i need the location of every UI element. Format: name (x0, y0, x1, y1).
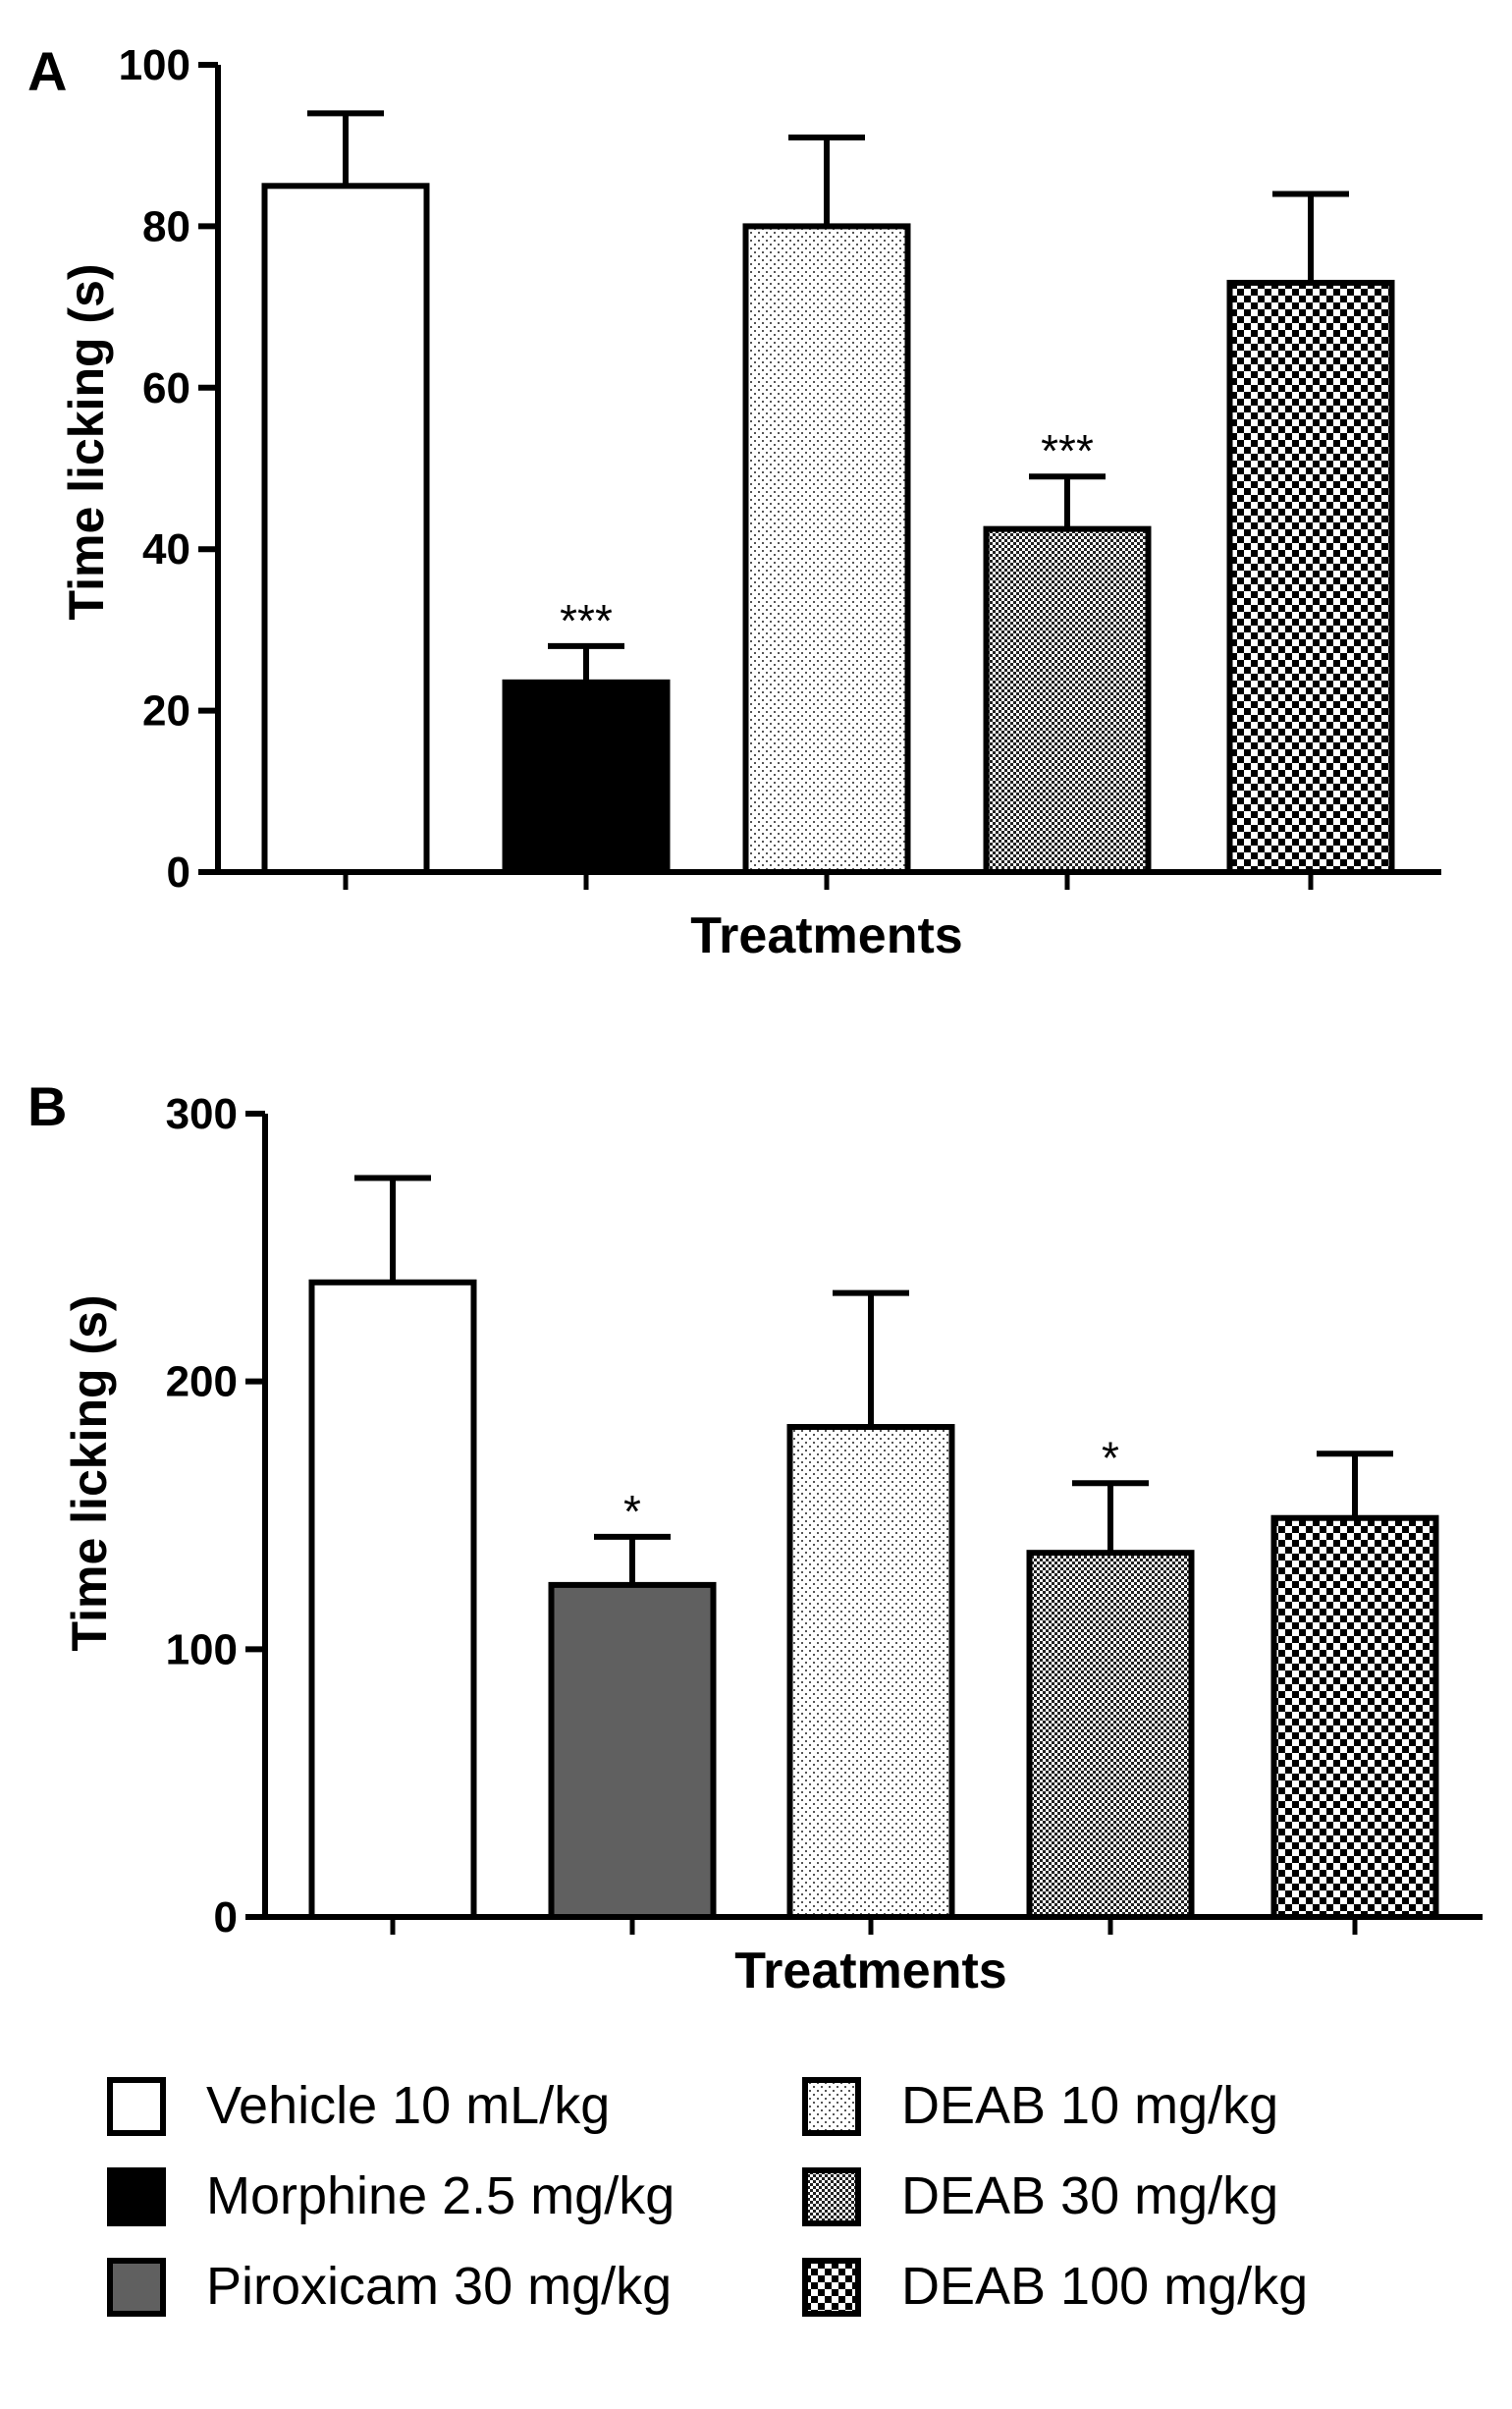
legend-label: Morphine 2.5 mg/kg (206, 2166, 675, 2225)
legend-item-deab-10-mg-kg: DEAB 10 mg/kg (802, 2076, 1278, 2136)
bar-deab-10-mg-kg (786, 1424, 955, 1921)
legend-label: DEAB 10 mg/kg (901, 2076, 1278, 2135)
panel-b: B Time licking (s) Treatments 0 100 200 300… (27, 1075, 1483, 1999)
panel-a: A Time licking (s) Treatments 0 20 40 60 80 1… (27, 40, 1441, 964)
significance-label: *** (560, 595, 613, 646)
legend-swatch (107, 2077, 166, 2136)
legend-item-morphine-2-5-mg-kg: Morphine 2.5 mg/kg (107, 2166, 675, 2226)
y-axis-title: Time licking (s) (62, 1294, 117, 1651)
x-axis-title: Treatments (734, 1943, 1006, 1999)
y-tick-label: 80 (142, 202, 190, 250)
bar-vehicle-10-ml-kg (308, 1279, 477, 1920)
y-axis-ticks: 0 20 40 60 80 100 (119, 41, 218, 897)
legend-swatch (107, 2167, 166, 2226)
bar-morphine-2-5-mg-kg (502, 679, 671, 876)
legend-label: Vehicle 10 mL/kg (206, 2076, 610, 2135)
y-tick-label: 40 (142, 525, 190, 574)
legend-item-vehicle-10-ml-kg: Vehicle 10 mL/kg (107, 2076, 610, 2136)
bar-deab-100-mg-kg (1226, 279, 1395, 875)
bar-deab-100-mg-kg (1270, 1514, 1439, 1921)
y-tick-label: 100 (119, 41, 190, 89)
legend-swatch (802, 2167, 861, 2226)
legend-label: Piroxicam 30 mg/kg (206, 2257, 672, 2316)
y-tick-label: 200 (166, 1358, 238, 1406)
significance-label: * (1102, 1432, 1119, 1483)
bar-vehicle-10-ml-kg (261, 183, 430, 876)
x-axis-title: Treatments (690, 907, 962, 964)
bars: *** *** (261, 110, 1395, 876)
panel-label: B (27, 1075, 67, 1137)
bar-piroxicam-30-mg-kg (548, 1581, 717, 1920)
legend-item-deab-30-mg-kg: DEAB 30 mg/kg (802, 2166, 1278, 2226)
y-tick-label: 60 (142, 364, 190, 412)
legend-label: DEAB 100 mg/kg (901, 2257, 1308, 2316)
significance-label: *** (1041, 425, 1094, 476)
y-tick-label: 20 (142, 687, 190, 736)
y-axis-ticks: 0 100 200 300 (166, 1090, 265, 1942)
legend-item-deab-100-mg-kg: DEAB 100 mg/kg (802, 2257, 1308, 2317)
legend-item-piroxicam-30-mg-kg: Piroxicam 30 mg/kg (107, 2257, 672, 2317)
legend-swatch (802, 2258, 861, 2317)
significance-label: * (623, 1486, 641, 1537)
bars: ** (308, 1175, 1439, 1921)
legend: Vehicle 10 mL/kg DEAB 10 mg/kg Morphine 2.… (107, 2076, 1308, 2317)
y-tick-label: 300 (166, 1090, 238, 1138)
bar-deab-30-mg-kg (1026, 1550, 1195, 1920)
panel-label: A (27, 40, 67, 102)
y-tick-label: 0 (167, 849, 190, 897)
bar-deab-30-mg-kg (983, 525, 1152, 876)
legend-label: DEAB 30 mg/kg (901, 2166, 1278, 2225)
y-tick-label: 100 (166, 1625, 238, 1673)
legend-swatch (107, 2258, 166, 2317)
legend-swatch (802, 2077, 861, 2136)
y-tick-label: 0 (214, 1893, 238, 1942)
y-axis-title: Time licking (s) (59, 263, 114, 620)
bar-deab-10-mg-kg (742, 223, 911, 875)
